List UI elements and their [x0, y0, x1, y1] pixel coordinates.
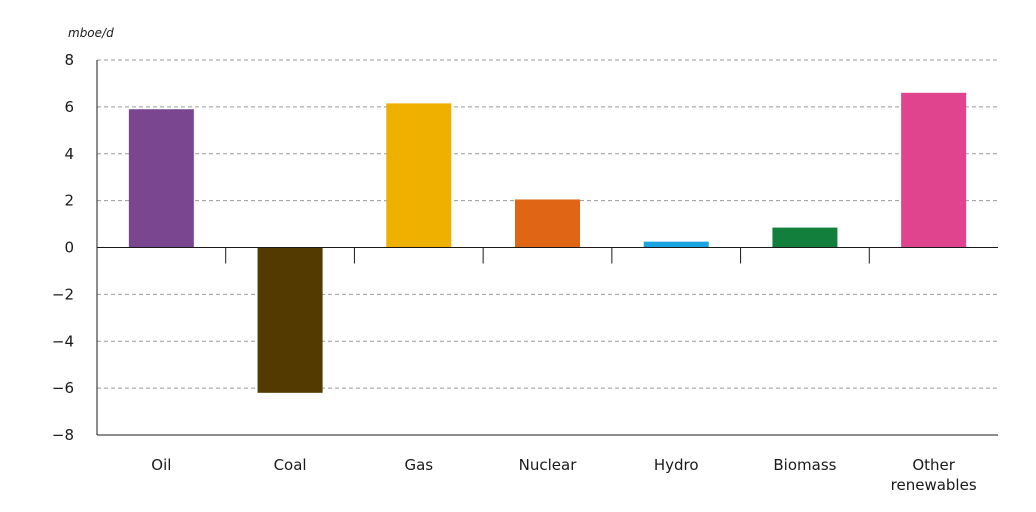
x-category-label: Oil: [151, 456, 171, 474]
x-category-label: renewables: [891, 476, 977, 494]
bar-biomass: [772, 227, 838, 248]
y-tick-label: 2: [64, 192, 74, 210]
y-tick-label: −6: [52, 379, 74, 397]
x-category-label: Other: [912, 456, 955, 474]
bar-coal: [257, 247, 323, 393]
y-tick-label: −2: [52, 285, 74, 303]
y-tick-label: −4: [52, 332, 74, 350]
bars: [128, 92, 967, 393]
bar-other-renewables: [901, 92, 967, 248]
x-category-label: Coal: [274, 456, 307, 474]
x-category-label: Gas: [404, 456, 433, 474]
axes: [96, 60, 998, 436]
bar-nuclear: [515, 199, 580, 248]
y-tick-label: 0: [64, 239, 74, 257]
y-axis-unit-label: mboe/d: [68, 26, 114, 40]
x-category-label: Biomass: [773, 456, 836, 474]
y-tick-label: 8: [64, 51, 74, 69]
y-tick-label: 6: [64, 98, 74, 116]
x-category-label: Hydro: [654, 456, 699, 474]
y-tick-label: −8: [52, 426, 74, 444]
y-tick-labels: 8 6 4 2 0 −2 −4 −6 −8: [52, 51, 74, 444]
x-category-label: Nuclear: [519, 456, 578, 474]
x-category-labels: Oil Coal Gas Nuclear Hydro Biomass Other renewa…: [151, 456, 977, 494]
bar-oil: [128, 109, 194, 248]
y-tick-label: 4: [64, 145, 74, 163]
gridlines: [97, 59, 998, 436]
bar-gas: [386, 103, 452, 248]
bar-hydro: [643, 241, 709, 248]
